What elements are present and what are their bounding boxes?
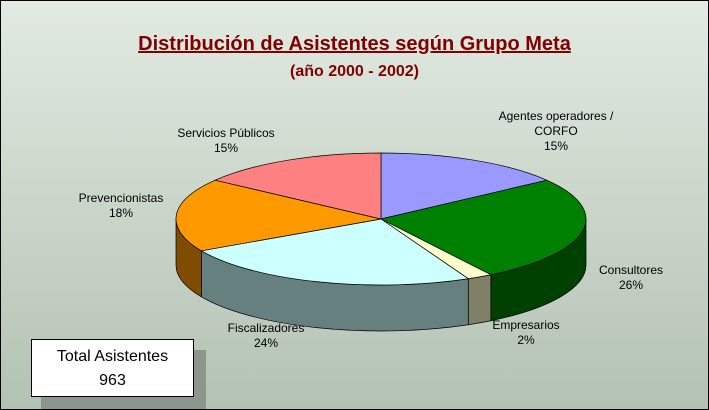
- slice-label: Empresarios 2%: [461, 318, 591, 348]
- chart-title: Distribución de Asistentes según Grupo M…: [138, 33, 571, 55]
- total-value: 963: [99, 372, 126, 389]
- slice-name: Servicios Públicos: [177, 126, 275, 140]
- pie-slice: [379, 179, 587, 276]
- chart-subtitle: (año 2000 - 2002): [290, 63, 419, 80]
- slice-percent: 26%: [618, 278, 644, 292]
- slice-percent: 15%: [543, 139, 569, 153]
- slice-percent: 15%: [213, 141, 239, 155]
- total-box: Total Asistentes 963: [31, 339, 194, 397]
- slice-percent: 18%: [108, 206, 134, 220]
- slice-label: Servicios Públicos 15%: [161, 126, 291, 156]
- slice-percent: 2%: [517, 333, 535, 347]
- slice-name: Fiscalizadores: [227, 321, 305, 335]
- slice-label: Fiscalizadores 24%: [201, 321, 331, 351]
- slice-label: Agentes operadores / CORFO 15%: [491, 109, 621, 154]
- pie-slice: [200, 218, 470, 286]
- slice-name: Consultores: [598, 263, 664, 277]
- pie-slice: [214, 152, 382, 220]
- slice-percent: 24%: [253, 336, 279, 350]
- slice-name: Agentes operadores / CORFO: [498, 109, 614, 138]
- slice-name: Prevencionistas: [78, 191, 164, 205]
- slice-label: Prevencionistas 18%: [56, 191, 186, 221]
- total-label: Total Asistentes: [56, 348, 169, 365]
- slice-name: Empresarios: [492, 318, 560, 332]
- pie-slice: [175, 179, 382, 252]
- slice-label: Consultores 26%: [566, 263, 696, 293]
- pie-slice: [380, 152, 548, 220]
